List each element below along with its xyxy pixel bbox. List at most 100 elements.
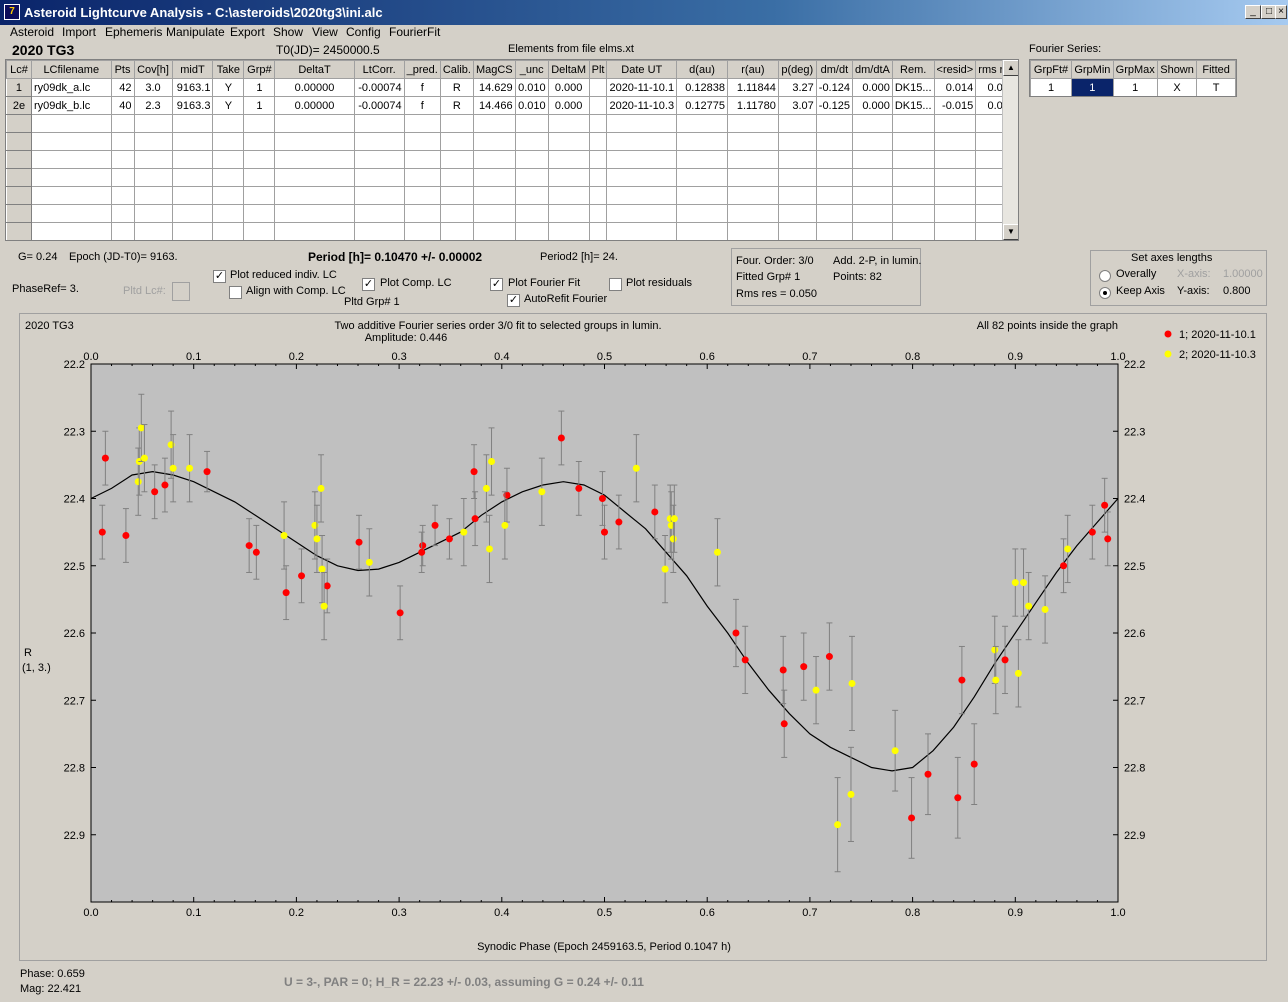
table-cell[interactable] xyxy=(777,114,817,133)
row-header-cell[interactable]: 2e xyxy=(6,96,32,115)
table-cell[interactable] xyxy=(851,204,893,223)
table-cell[interactable] xyxy=(133,222,173,240)
table-cell[interactable] xyxy=(30,132,112,151)
table-cell[interactable] xyxy=(851,132,893,151)
table-cell[interactable] xyxy=(171,150,214,169)
table-cell[interactable] xyxy=(815,114,853,133)
table-cell[interactable] xyxy=(439,204,474,223)
table-cell[interactable]: DK15... xyxy=(891,78,935,97)
table-cell[interactable] xyxy=(514,204,549,223)
table-cell[interactable] xyxy=(676,204,728,223)
fourier-col-header[interactable]: GrpFt# xyxy=(1030,60,1073,79)
table-row[interactable] xyxy=(6,132,1018,151)
table-cell[interactable]: 42 xyxy=(110,78,135,97)
table-cell[interactable] xyxy=(403,114,441,133)
table-cell[interactable] xyxy=(274,132,355,151)
table-cell[interactable] xyxy=(547,204,590,223)
table-cell[interactable] xyxy=(439,150,474,169)
table-cell[interactable] xyxy=(274,150,355,169)
table-cell[interactable]: -0.00074 xyxy=(353,78,405,97)
table-cell[interactable]: 3.0 xyxy=(133,78,173,97)
plot-comp-checkbox[interactable]: ✓ xyxy=(362,278,375,291)
table-cell[interactable] xyxy=(110,168,135,187)
table-cell[interactable] xyxy=(547,132,590,151)
table-cell[interactable] xyxy=(243,204,276,223)
table-cell[interactable] xyxy=(588,96,608,115)
table-cell[interactable]: 14.466 xyxy=(472,96,516,115)
table-cell[interactable]: 0.00000 xyxy=(274,78,355,97)
fourier-col-header[interactable]: GrpMin xyxy=(1071,60,1114,79)
fourier-cell[interactable]: 1 xyxy=(1112,78,1158,96)
table-cell[interactable] xyxy=(676,150,728,169)
table-cell[interactable] xyxy=(514,186,549,205)
table-cell[interactable] xyxy=(403,186,441,205)
table-cell[interactable] xyxy=(110,150,135,169)
table-cell[interactable] xyxy=(891,222,935,240)
table-cell[interactable] xyxy=(30,204,112,223)
table-cell[interactable]: R xyxy=(439,96,474,115)
table-cell[interactable] xyxy=(243,150,276,169)
table-cell[interactable] xyxy=(606,114,678,133)
table-cell[interactable]: 9163.1 xyxy=(171,78,214,97)
table-row[interactable] xyxy=(6,114,1018,133)
table-cell[interactable] xyxy=(274,168,355,187)
table-cell[interactable] xyxy=(815,186,853,205)
lc-col-header[interactable]: dm/dtA xyxy=(851,60,893,79)
table-cell[interactable] xyxy=(588,186,608,205)
table-cell[interactable] xyxy=(588,222,608,240)
table-cell[interactable] xyxy=(777,204,817,223)
plot-residuals-checkbox[interactable] xyxy=(609,278,622,291)
table-cell[interactable]: ry09dk_b.lc xyxy=(30,96,112,115)
lc-col-header[interactable]: Calib. xyxy=(439,60,474,79)
table-row[interactable]: 1 ry09dk_a.lc 42 3.0 9163.1 Y 1 0.00000 -0.00074… xyxy=(6,78,1018,97)
fourier-col-header[interactable]: Fitted xyxy=(1196,60,1236,79)
table-cell[interactable] xyxy=(891,114,935,133)
table-cell[interactable] xyxy=(403,168,441,187)
table-cell[interactable] xyxy=(274,204,355,223)
fourier-cell[interactable]: 1 xyxy=(1071,78,1114,96)
fourier-cell[interactable]: 1 xyxy=(1030,78,1073,96)
table-cell[interactable] xyxy=(815,150,853,169)
table-cell[interactable] xyxy=(353,186,405,205)
table-cell[interactable] xyxy=(851,186,893,205)
table-scrollbar[interactable]: ▲ ▼ xyxy=(1002,60,1018,240)
table-cell[interactable] xyxy=(274,114,355,133)
table-cell[interactable] xyxy=(606,168,678,187)
table-cell[interactable] xyxy=(472,168,516,187)
table-cell[interactable] xyxy=(588,150,608,169)
table-cell[interactable]: 2020-11-10.1 xyxy=(606,78,678,97)
table-cell[interactable] xyxy=(891,168,935,187)
table-cell[interactable] xyxy=(110,132,135,151)
menu-asteroid[interactable]: Asteroid xyxy=(10,25,55,39)
table-cell[interactable] xyxy=(514,168,549,187)
table-cell[interactable] xyxy=(30,186,112,205)
table-cell[interactable] xyxy=(243,132,276,151)
table-cell[interactable] xyxy=(439,186,474,205)
table-cell[interactable] xyxy=(933,222,977,240)
table-cell[interactable] xyxy=(30,114,112,133)
menu-config[interactable]: Config xyxy=(346,25,381,39)
table-cell[interactable] xyxy=(933,204,977,223)
table-cell[interactable] xyxy=(777,132,817,151)
table-row[interactable]: 2e ry09dk_b.lc 40 2.3 9163.3 Y 1 0.00000 -0.0007… xyxy=(6,96,1018,115)
row-header-cell[interactable] xyxy=(6,114,32,133)
table-cell[interactable] xyxy=(212,222,245,240)
table-cell[interactable] xyxy=(933,150,977,169)
keep-axis-radio[interactable] xyxy=(1099,287,1111,299)
table-cell[interactable]: 0.000 xyxy=(547,78,590,97)
table-cell[interactable] xyxy=(726,186,779,205)
table-cell[interactable] xyxy=(606,150,678,169)
table-cell[interactable] xyxy=(353,168,405,187)
table-cell[interactable] xyxy=(588,168,608,187)
row-header-cell[interactable] xyxy=(6,186,32,205)
lc-col-header[interactable]: Take xyxy=(212,60,245,79)
table-cell[interactable] xyxy=(171,168,214,187)
table-cell[interactable] xyxy=(353,150,405,169)
table-cell[interactable] xyxy=(777,186,817,205)
table-cell[interactable]: 3.07 xyxy=(777,96,817,115)
table-cell[interactable] xyxy=(243,168,276,187)
table-row[interactable] xyxy=(6,150,1018,169)
fourier-cell[interactable]: X xyxy=(1156,78,1198,96)
table-cell[interactable] xyxy=(110,204,135,223)
close-button[interactable]: × xyxy=(1275,5,1287,19)
